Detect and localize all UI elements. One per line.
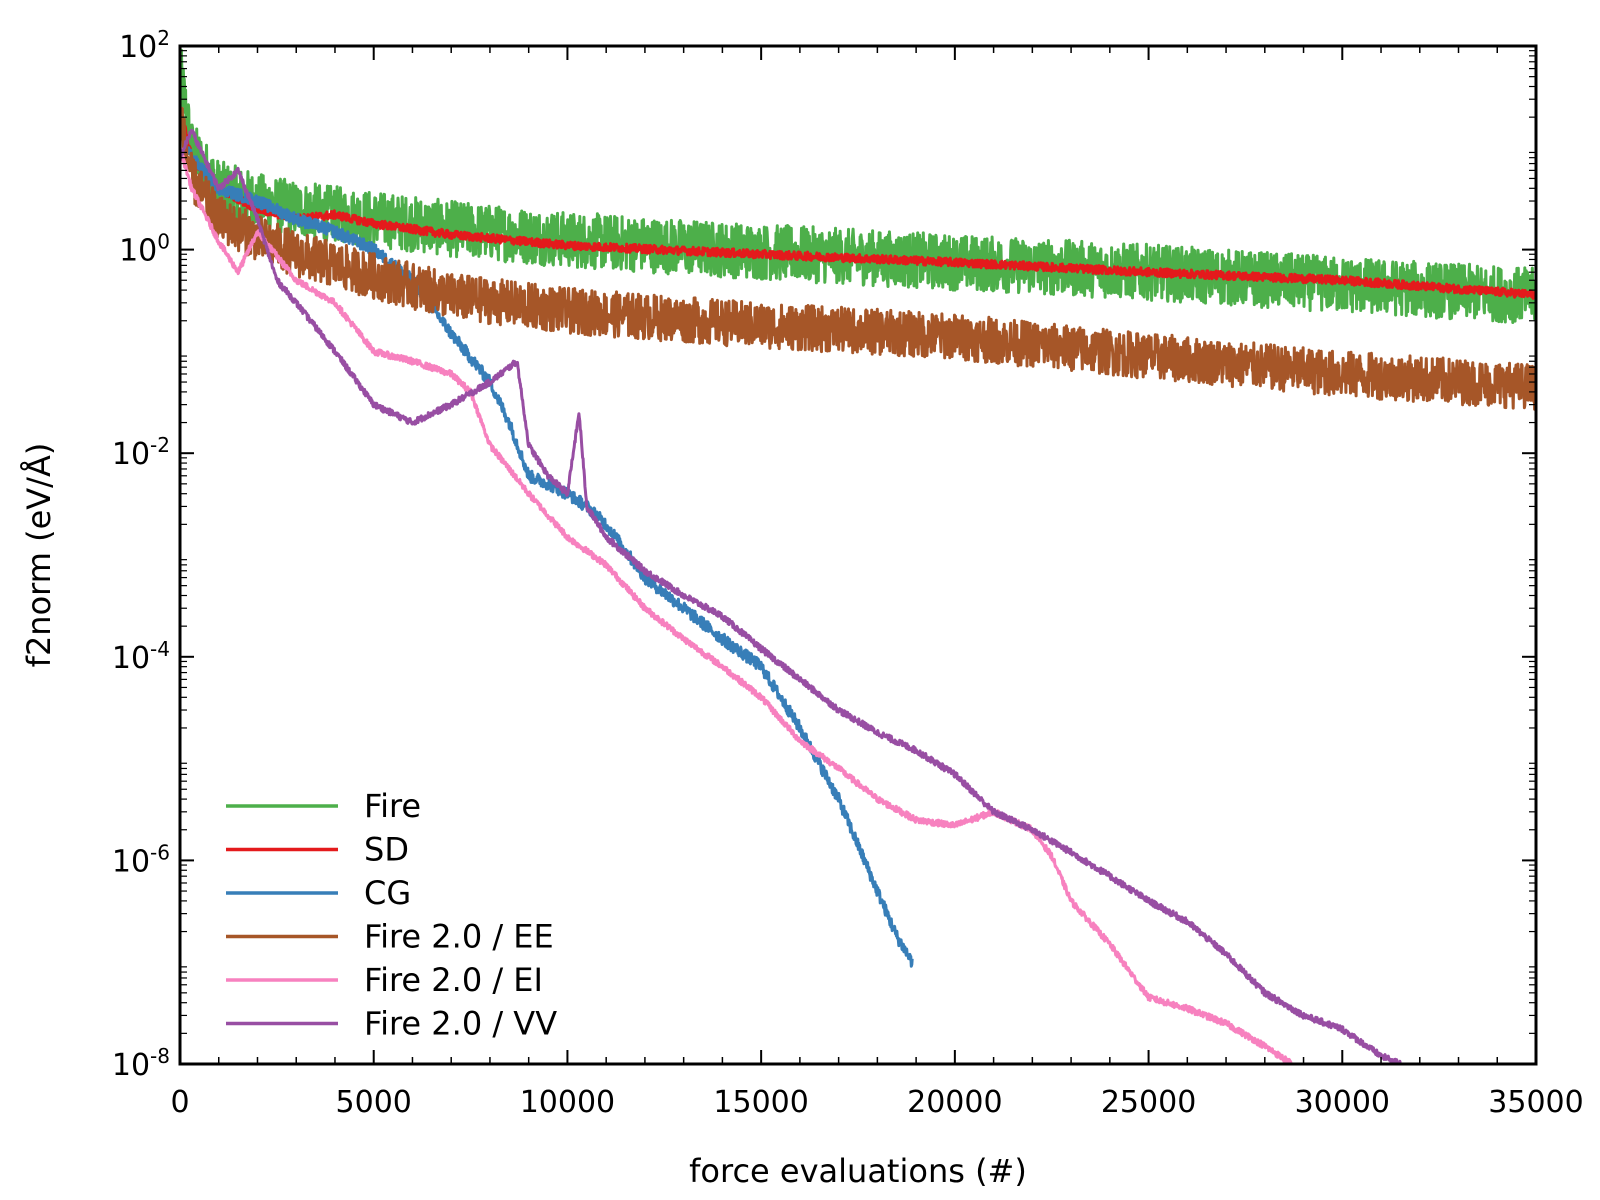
y-tick-label: 100 <box>119 230 170 269</box>
y-tick-label: 10-6 <box>112 840 170 879</box>
y-tick-label: 10-8 <box>112 1044 170 1083</box>
legend-label: Fire 2.0 / VV <box>364 1005 557 1043</box>
y-axis-title: f2norm (eV/Å) <box>20 443 58 668</box>
legend-label: Fire 2.0 / EE <box>364 918 554 956</box>
series-line-1 <box>180 48 1536 324</box>
series-line-3 <box>180 123 914 968</box>
y-tick-label: 102 <box>119 26 170 65</box>
legend-label: Fire 2.0 / EI <box>364 961 543 999</box>
legend: Fire SD CG Fire 2.0 / EE Fire 2.0 / EI Fire 2… <box>226 787 557 1043</box>
plot-frame <box>178 44 1538 1066</box>
series-line-2 <box>180 105 1536 300</box>
x-tick-label: 20000 <box>907 1085 1002 1120</box>
x-tick-label: 35000 <box>1488 1085 1583 1120</box>
legend-label: SD <box>364 831 409 869</box>
x-tick-label: 15000 <box>713 1085 808 1120</box>
x-tick-label: 30000 <box>1295 1085 1390 1120</box>
series-line-6 <box>180 128 1402 1064</box>
y-tick-label: 10-4 <box>112 637 170 676</box>
x-axis-title: force evaluations (#) <box>689 1152 1027 1190</box>
series-line-5 <box>180 146 1294 1064</box>
series-layer <box>180 48 1536 1064</box>
ticks-layer <box>179 45 1537 1065</box>
y-tick-label: 10-2 <box>112 433 170 472</box>
legend-label: CG <box>364 874 411 912</box>
x-tick-label: 5000 <box>336 1085 412 1120</box>
x-tick-label: 10000 <box>520 1085 615 1120</box>
series-line-4 <box>180 107 1536 411</box>
x-tick-label: 0 <box>170 1085 189 1120</box>
legend-label: Fire <box>364 787 421 825</box>
x-tick-label: 25000 <box>1101 1085 1196 1120</box>
tick-labels-layer: 0 5000 10000 15000 20000 25000 30000 35000 102 10… <box>112 26 1584 1120</box>
